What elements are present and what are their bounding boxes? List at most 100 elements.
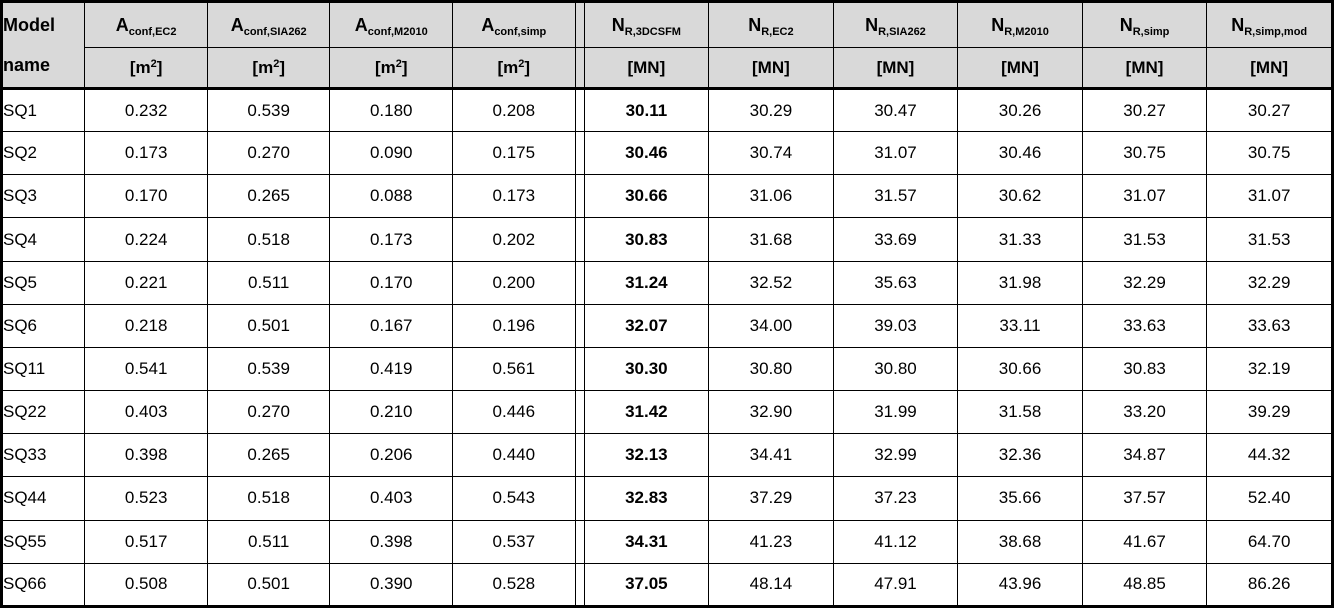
value-cell: 30.27	[1081, 87, 1208, 133]
column-header-N-R,3DCSFM: NR,3DCSFM	[583, 1, 710, 48]
value-cell: 30.75	[1206, 131, 1333, 176]
unit-header: [MN]	[583, 47, 710, 89]
value-cell: 33.63	[1206, 303, 1333, 348]
value-cell: 30.66	[957, 346, 1083, 392]
column-group-divider	[574, 217, 585, 262]
value-cell: 0.508	[84, 562, 208, 608]
value-cell: 31.53	[1206, 217, 1333, 262]
value-cell: 52.40	[1206, 476, 1333, 521]
value-cell: 41.12	[832, 519, 959, 564]
model-name-cell: SQ6	[0, 303, 86, 348]
unit-superscript: 2	[518, 57, 525, 70]
value-cell: 33.69	[832, 217, 959, 262]
value-cell: 0.265	[206, 174, 331, 219]
unit-open: [MN	[627, 57, 660, 77]
value-cell: 32.13	[583, 433, 710, 478]
column-group-divider	[574, 390, 585, 435]
symbol-subscript: R,simp,mod	[1244, 25, 1308, 38]
value-cell: 64.70	[1206, 519, 1333, 564]
unit-open: [MN	[876, 57, 909, 77]
value-cell: 30.62	[957, 174, 1083, 219]
table-body: SQ1 0.232 0.539 0.180 0.208 30.11 30.29 30.47 30…	[0, 87, 1333, 608]
value-cell: 30.74	[708, 131, 834, 176]
symbol-subscript: R,3DCSFM	[624, 25, 681, 38]
value-cell: 39.29	[1206, 390, 1333, 435]
value-cell: 0.224	[84, 217, 208, 262]
value-cell: 34.31	[583, 519, 710, 564]
value-cell: 34.41	[708, 433, 834, 478]
value-cell: 0.200	[452, 260, 576, 305]
value-cell: 0.173	[84, 131, 208, 176]
unit-superscript: 2	[395, 57, 402, 70]
value-cell: 0.232	[84, 87, 208, 133]
table-row: SQ33 0.398 0.265 0.206 0.440 32.13 34.41 32.99 3…	[0, 433, 1333, 478]
value-cell: 31.99	[832, 390, 959, 435]
model-name-cell: SQ5	[0, 260, 86, 305]
value-cell: 31.42	[583, 390, 710, 435]
model-name-cell: SQ3	[0, 174, 86, 219]
unit-close: ]	[156, 57, 163, 77]
column-header-A-conf,M2010: Aconf,M2010	[329, 1, 454, 48]
table-row: SQ11 0.541 0.539 0.419 0.561 30.30 30.80 30.80 3…	[0, 346, 1333, 392]
unit-open: [m	[497, 57, 519, 77]
table-row: SQ55 0.517 0.511 0.398 0.537 34.31 41.23 41.12 3…	[0, 519, 1333, 564]
column-header-A-conf,EC2: Aconf,EC2	[84, 1, 208, 48]
column-header-N-R,M2010: NR,M2010	[957, 1, 1083, 48]
symbol-base: A	[230, 14, 244, 35]
value-cell: 37.57	[1081, 476, 1208, 521]
value-cell: 35.66	[957, 476, 1083, 521]
value-cell: 30.75	[1081, 131, 1208, 176]
value-cell: 0.398	[329, 519, 454, 564]
header-symbol-row: Model name Aconf,EC2 Aconf,SIA262 Aconf,M201…	[0, 1, 1333, 89]
value-cell: 0.518	[206, 476, 331, 521]
value-cell: 37.29	[708, 476, 834, 521]
value-cell: 0.170	[84, 174, 208, 219]
value-cell: 30.83	[583, 217, 710, 262]
unit-header: [MN]	[1206, 47, 1333, 89]
symbol-base: N	[748, 14, 762, 35]
value-cell: 0.419	[329, 346, 454, 392]
value-cell: 0.090	[329, 131, 454, 176]
value-cell: 0.537	[452, 519, 576, 564]
value-cell: 33.63	[1081, 303, 1208, 348]
value-cell: 0.208	[452, 87, 576, 133]
value-cell: 31.24	[583, 260, 710, 305]
symbol-base: A	[354, 14, 368, 35]
unit-close: ]	[524, 57, 531, 77]
value-cell: 0.173	[329, 217, 454, 262]
value-cell: 0.270	[206, 390, 331, 435]
column-header-A-conf,simp: Aconf,simp	[452, 1, 576, 48]
symbol-base: N	[1119, 14, 1133, 35]
unit-close: ]	[1033, 57, 1039, 77]
value-cell: 30.29	[708, 87, 834, 133]
value-cell: 30.47	[832, 87, 959, 133]
value-cell: 31.06	[708, 174, 834, 219]
column-group-divider	[574, 131, 585, 176]
symbol-subscript: conf,EC2	[128, 25, 177, 38]
value-cell: 39.03	[832, 303, 959, 348]
unit-close: ]	[659, 57, 666, 77]
value-cell: 0.390	[329, 562, 454, 608]
value-cell: 31.07	[1081, 174, 1208, 219]
unit-open: [m	[252, 57, 274, 77]
column-group-divider	[574, 260, 585, 305]
table-header: Model name Aconf,EC2 Aconf,SIA262 Aconf,M201…	[0, 1, 1333, 89]
value-cell: 37.23	[832, 476, 959, 521]
value-cell: 0.539	[206, 346, 331, 392]
unit-header: [m2]	[452, 47, 576, 89]
value-cell: 32.90	[708, 390, 834, 435]
model-name-cell: SQ44	[0, 476, 86, 521]
model-name-cell: SQ4	[0, 217, 86, 262]
value-cell: 0.173	[452, 174, 576, 219]
symbol-base: N	[611, 14, 625, 35]
column-group-divider	[574, 476, 585, 521]
value-cell: 0.403	[329, 476, 454, 521]
symbol-subscript: R,EC2	[761, 25, 794, 38]
model-name-cell: SQ1	[0, 87, 86, 133]
model-header-line: name	[3, 55, 51, 75]
value-cell: 0.180	[329, 87, 454, 133]
value-cell: 32.36	[957, 433, 1083, 478]
value-cell: 0.539	[206, 87, 331, 133]
column-group-divider	[574, 47, 585, 89]
value-cell: 41.23	[708, 519, 834, 564]
